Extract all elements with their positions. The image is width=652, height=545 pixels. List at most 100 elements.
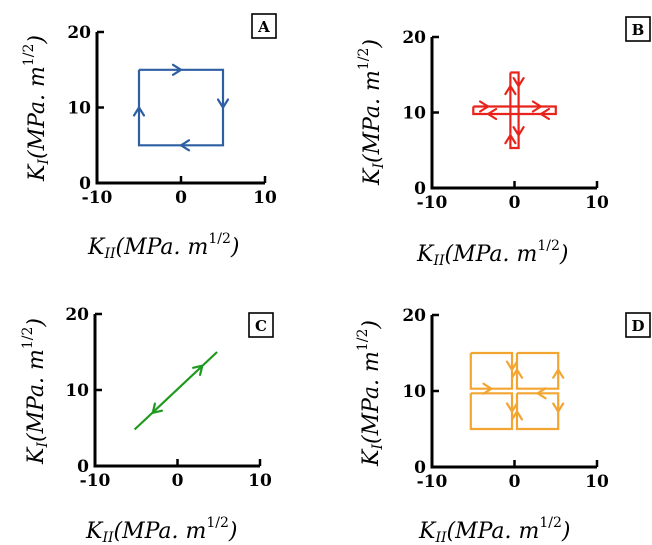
y-tick-label: 20: [65, 305, 89, 325]
axis-units: (MPa. m: [445, 242, 538, 267]
load-path: [137, 68, 225, 147]
axis-subscript: I: [36, 159, 52, 166]
axis-symbol: K: [360, 167, 385, 186]
x-tick-label: -10: [417, 193, 448, 213]
axis-close: ): [360, 39, 385, 49]
x-tick-label: 10: [253, 188, 277, 208]
load-path: [133, 351, 218, 431]
direction-arrow: [505, 402, 519, 413]
load-path: [469, 351, 514, 390]
axis-exponent: 1/2: [539, 515, 562, 531]
svg-text:A: A: [257, 18, 270, 36]
panel-label: C: [248, 312, 274, 338]
axis-close: ): [228, 519, 238, 544]
x-tick-label: 10: [585, 472, 609, 492]
y-tick-label: 0: [79, 174, 91, 194]
axis-symbol: K: [87, 235, 106, 260]
direction-arrow: [171, 63, 183, 76]
panel-label: B: [625, 16, 651, 42]
direction-arrow: [510, 368, 524, 379]
x-axis-label: KII(MPa. m1/2): [416, 238, 569, 269]
axis-units: (MPa. m: [25, 66, 50, 159]
axis-units: (MPa. m: [114, 519, 207, 544]
direction-arrow: [531, 100, 542, 113]
y-tick-label: 0: [414, 179, 426, 199]
svg-text:KI(MPa. m1/2): KI(MPa. m1/2): [355, 320, 386, 467]
direction-arrow: [487, 107, 498, 121]
direction-arrow: [504, 134, 517, 145]
y-tick-label: 0: [414, 458, 426, 478]
y-axis-label: KI(MPa. m1/2): [355, 320, 386, 467]
x-tick-label: 0: [509, 193, 521, 213]
x-tick-label: -10: [417, 472, 448, 492]
direction-arrow: [512, 77, 525, 88]
axis-symbol: K: [418, 519, 437, 544]
y-tick-label: 0: [77, 457, 89, 477]
axis-subscript: II: [103, 246, 116, 262]
y-tick-label: 10: [402, 382, 426, 402]
axis-exponent: 1/2: [20, 327, 36, 350]
direction-arrow: [179, 139, 191, 152]
axis-symbol: K: [416, 242, 435, 267]
svg-text:KI(MPa. m1/2): KI(MPa. m1/2): [21, 35, 52, 182]
axis-close: ): [230, 235, 240, 260]
x-tick-label: -10: [82, 188, 113, 208]
axis-subscript: I: [35, 442, 51, 449]
x-tick-label: 10: [585, 193, 609, 213]
x-tick-label: 0: [509, 472, 521, 492]
svg-text:KII(MPa. m1/2): KII(MPa. m1/2): [87, 231, 240, 262]
panel-label: D: [625, 312, 651, 338]
axis-units: (MPa. m: [447, 519, 540, 544]
direction-arrow: [536, 387, 547, 400]
direction-arrow: [192, 364, 204, 376]
load-path: [515, 351, 560, 390]
direction-arrow: [504, 85, 517, 96]
y-axis-label: KI(MPa. m1/2): [356, 39, 387, 186]
axis-close: ): [25, 35, 50, 45]
axis-subscript: I: [371, 163, 387, 170]
svg-text:KII(MPa. m1/2): KII(MPa. m1/2): [416, 238, 569, 269]
direction-arrow: [479, 100, 490, 113]
axis-subscript: I: [370, 444, 386, 451]
axis-symbol: K: [24, 446, 49, 465]
x-axis-label: KII(MPa. m1/2): [85, 515, 238, 545]
y-axis-label: KI(MPa. m1/2): [20, 318, 51, 465]
x-tick-label: 0: [175, 188, 187, 208]
axis-exponent: 1/2: [21, 44, 37, 67]
direction-arrow: [151, 402, 163, 414]
axis-units: (MPa. m: [359, 351, 384, 444]
x-tick-label: 0: [172, 471, 184, 491]
direction-arrow: [510, 410, 524, 421]
svg-text:B: B: [632, 21, 645, 39]
svg-text:KI(MPa. m1/2): KI(MPa. m1/2): [20, 318, 51, 465]
y-tick-label: 10: [402, 104, 426, 124]
direction-arrow: [216, 98, 230, 109]
axis-close: ): [24, 318, 49, 328]
direction-arrow: [505, 360, 519, 371]
load-path: [509, 71, 520, 150]
y-tick-label: 20: [402, 306, 426, 326]
direction-arrow: [552, 368, 565, 379]
x-tick-label: 10: [248, 471, 272, 491]
axis-exponent: 1/2: [208, 231, 231, 247]
load-path: [515, 392, 560, 431]
axis-units: (MPa. m: [24, 349, 49, 442]
direction-arrow: [482, 382, 493, 395]
axis-subscript: II: [101, 530, 114, 545]
axis-close: ): [559, 242, 569, 267]
x-tick-label: -10: [80, 471, 111, 491]
axis-subscript: II: [434, 530, 447, 545]
axis-exponent: 1/2: [356, 48, 372, 71]
load-path: [472, 105, 557, 116]
axis-close: ): [359, 320, 384, 330]
axis-units: (MPa. m: [360, 70, 385, 163]
direction-arrow: [132, 106, 146, 117]
axis-exponent: 1/2: [206, 515, 229, 531]
axis-exponent: 1/2: [537, 238, 560, 254]
y-axis-label: KI(MPa. m1/2): [21, 35, 52, 182]
